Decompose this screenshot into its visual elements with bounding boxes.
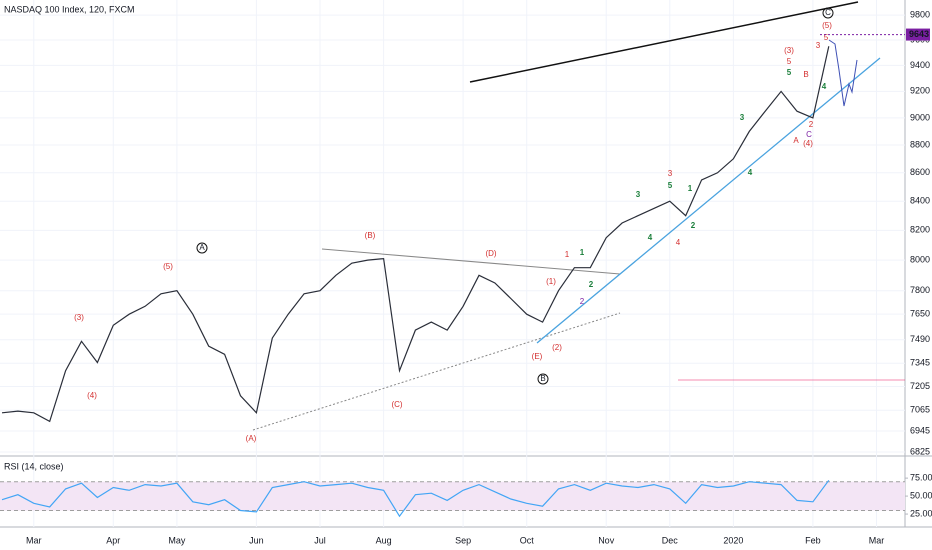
- grid: [0, 0, 905, 527]
- y-tick-label: 6825: [910, 446, 930, 456]
- wave-label: (1): [546, 277, 556, 286]
- wave-label: 3: [636, 190, 641, 199]
- trend-line: [252, 312, 621, 431]
- wave-label: 4: [748, 168, 753, 177]
- y-tick-label: 8800: [910, 139, 930, 149]
- trend-line: [469, 1, 859, 83]
- x-tick-label: Aug: [376, 535, 392, 545]
- y-tick-label: 7800: [910, 285, 930, 295]
- y-tick-label: 8400: [910, 196, 930, 206]
- last-price-label: 9643: [909, 29, 929, 39]
- trend-line: [321, 248, 621, 275]
- rsi-title: RSI (14, close): [4, 461, 64, 471]
- x-tick-label: May: [168, 535, 186, 545]
- y-tick-label: 9200: [910, 86, 930, 96]
- wave-label: (4): [87, 391, 97, 400]
- chart-title: NASDAQ 100 Index, 120, FXCM: [4, 4, 135, 14]
- wave-circle: [537, 373, 549, 385]
- rsi-band: [0, 481, 905, 511]
- wave-label: (E): [532, 352, 543, 361]
- wave-label: 1: [688, 184, 693, 193]
- series-line: [1, 479, 830, 518]
- wave-label: 3: [668, 169, 673, 178]
- y-tick-label: 8600: [910, 167, 930, 177]
- y-tick-label: 50.00: [910, 490, 932, 500]
- y-tick-label: 7345: [910, 358, 930, 368]
- wave-label: (4): [803, 139, 813, 148]
- wave-label: 4: [676, 238, 681, 247]
- wave-label: (A): [246, 434, 257, 443]
- wave-label: (C): [391, 400, 402, 409]
- wave-label: B: [803, 70, 808, 79]
- last-price-box: [906, 28, 930, 41]
- y-tick-label: 8200: [910, 225, 930, 235]
- wave-label: 2: [691, 221, 696, 230]
- x-tick-label: Jul: [314, 535, 326, 545]
- wave-label: (2): [552, 343, 562, 352]
- wave-label: 1: [565, 250, 570, 259]
- wave-label: 5: [668, 181, 673, 190]
- wave-label: 3: [740, 113, 745, 122]
- wave-label: 4: [648, 233, 653, 242]
- y-tick-label: 8000: [910, 255, 930, 265]
- wave-label: 5: [787, 68, 792, 77]
- x-tick-label: Mar: [869, 535, 885, 545]
- x-tick-label: Dec: [662, 535, 679, 545]
- wave-label: A: [793, 136, 799, 145]
- y-tick-label: 7650: [910, 309, 930, 319]
- wave-label: 4: [822, 82, 827, 91]
- wave-label: C: [806, 130, 812, 139]
- wave-label: 2: [809, 120, 814, 129]
- wave-label: (5): [822, 21, 832, 30]
- y-tick-label: 9000: [910, 112, 930, 122]
- series-line: [1, 46, 830, 423]
- wave-label: 3: [816, 41, 821, 50]
- x-tick-label: Sep: [455, 535, 471, 545]
- wave-label: 1: [580, 248, 585, 257]
- wave-label: 2: [589, 280, 594, 289]
- trend-line: [536, 57, 881, 344]
- wave-label: 2: [580, 297, 585, 306]
- wave-label: (B): [365, 231, 376, 240]
- y-tick-label: 6945: [910, 425, 930, 435]
- wave-label: (5): [163, 262, 173, 271]
- wave-label: B: [540, 374, 545, 383]
- y-tick-label: 25.00: [910, 508, 932, 518]
- projection: [828, 39, 858, 107]
- y-tick-label: 7490: [910, 334, 930, 344]
- wave-label: (3): [74, 313, 84, 322]
- y-tick-label: 9400: [910, 60, 930, 70]
- x-tick-label: Mar: [26, 535, 42, 545]
- y-tick-label: 7065: [910, 405, 930, 415]
- x-tick-label: Apr: [106, 535, 120, 545]
- x-tick-label: Feb: [805, 535, 821, 545]
- wave-label: (3): [784, 46, 794, 55]
- x-tick-label: Oct: [520, 535, 535, 545]
- wave-label: 5: [824, 33, 829, 42]
- x-tick-label: 2020: [723, 535, 743, 545]
- wave-label: 5: [787, 57, 792, 66]
- y-tick-label: 9800: [910, 9, 930, 19]
- wave-label: A: [199, 243, 205, 252]
- annotations: (3) (4) (5) A (A) (B) (C) (D) (E) (1) (2…: [74, 7, 834, 443]
- wave-circle: [822, 7, 834, 19]
- x-tick-label: Nov: [598, 535, 615, 545]
- x-tick-label: Jun: [249, 535, 264, 545]
- wave-circle: [196, 242, 208, 254]
- y-tick-label: 75.00: [910, 473, 932, 483]
- wave-label: (D): [485, 249, 496, 258]
- wave-label: C: [825, 8, 831, 17]
- y-tick-label: 7205: [910, 381, 930, 391]
